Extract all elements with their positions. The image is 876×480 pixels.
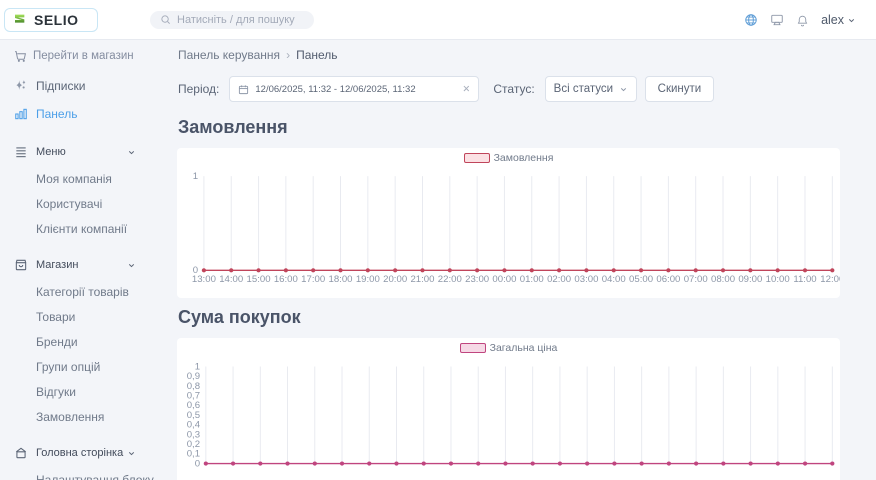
svg-text:01:00: 01:00 [520,274,544,285]
svg-text:0,9: 0,9 [187,371,200,382]
svg-text:0,6: 0,6 [187,400,200,411]
svg-text:22:00: 22:00 [438,274,462,285]
svg-text:0,2: 0,2 [187,439,200,450]
svg-text:13:00: 13:00 [192,274,216,285]
svg-text:0,8: 0,8 [187,381,200,392]
svg-text:21:00: 21:00 [410,274,434,285]
svg-text:06:00: 06:00 [656,274,680,285]
svg-text:1: 1 [195,361,200,372]
svg-text:0,1: 0,1 [187,449,200,460]
svg-text:0,7: 0,7 [187,391,200,402]
svg-text:03:00: 03:00 [574,274,598,285]
svg-text:23:00: 23:00 [465,274,489,285]
svg-text:19:00: 19:00 [356,274,380,285]
svg-text:18:00: 18:00 [329,274,353,285]
svg-text:17:00: 17:00 [301,274,325,285]
svg-text:00:00: 00:00 [492,274,516,285]
svg-text:11:00: 11:00 [793,274,816,285]
svg-text:1: 1 [193,171,198,182]
svg-text:05:00: 05:00 [629,274,653,285]
svg-text:0,4: 0,4 [187,420,201,431]
svg-text:20:00: 20:00 [383,274,407,285]
svg-text:14:00: 14:00 [219,274,243,285]
svg-text:12:00: 12:00 [820,274,840,285]
svg-text:0,5: 0,5 [187,410,200,421]
svg-text:0: 0 [195,458,200,469]
svg-text:07:00: 07:00 [684,274,708,285]
svg-text:0,3: 0,3 [187,429,200,440]
svg-text:10:00: 10:00 [766,274,790,285]
svg-text:15:00: 15:00 [247,274,271,285]
svg-text:04:00: 04:00 [602,274,626,285]
svg-text:08:00: 08:00 [711,274,735,285]
svg-text:09:00: 09:00 [738,274,762,285]
svg-text:16:00: 16:00 [274,274,298,285]
svg-text:02:00: 02:00 [547,274,571,285]
